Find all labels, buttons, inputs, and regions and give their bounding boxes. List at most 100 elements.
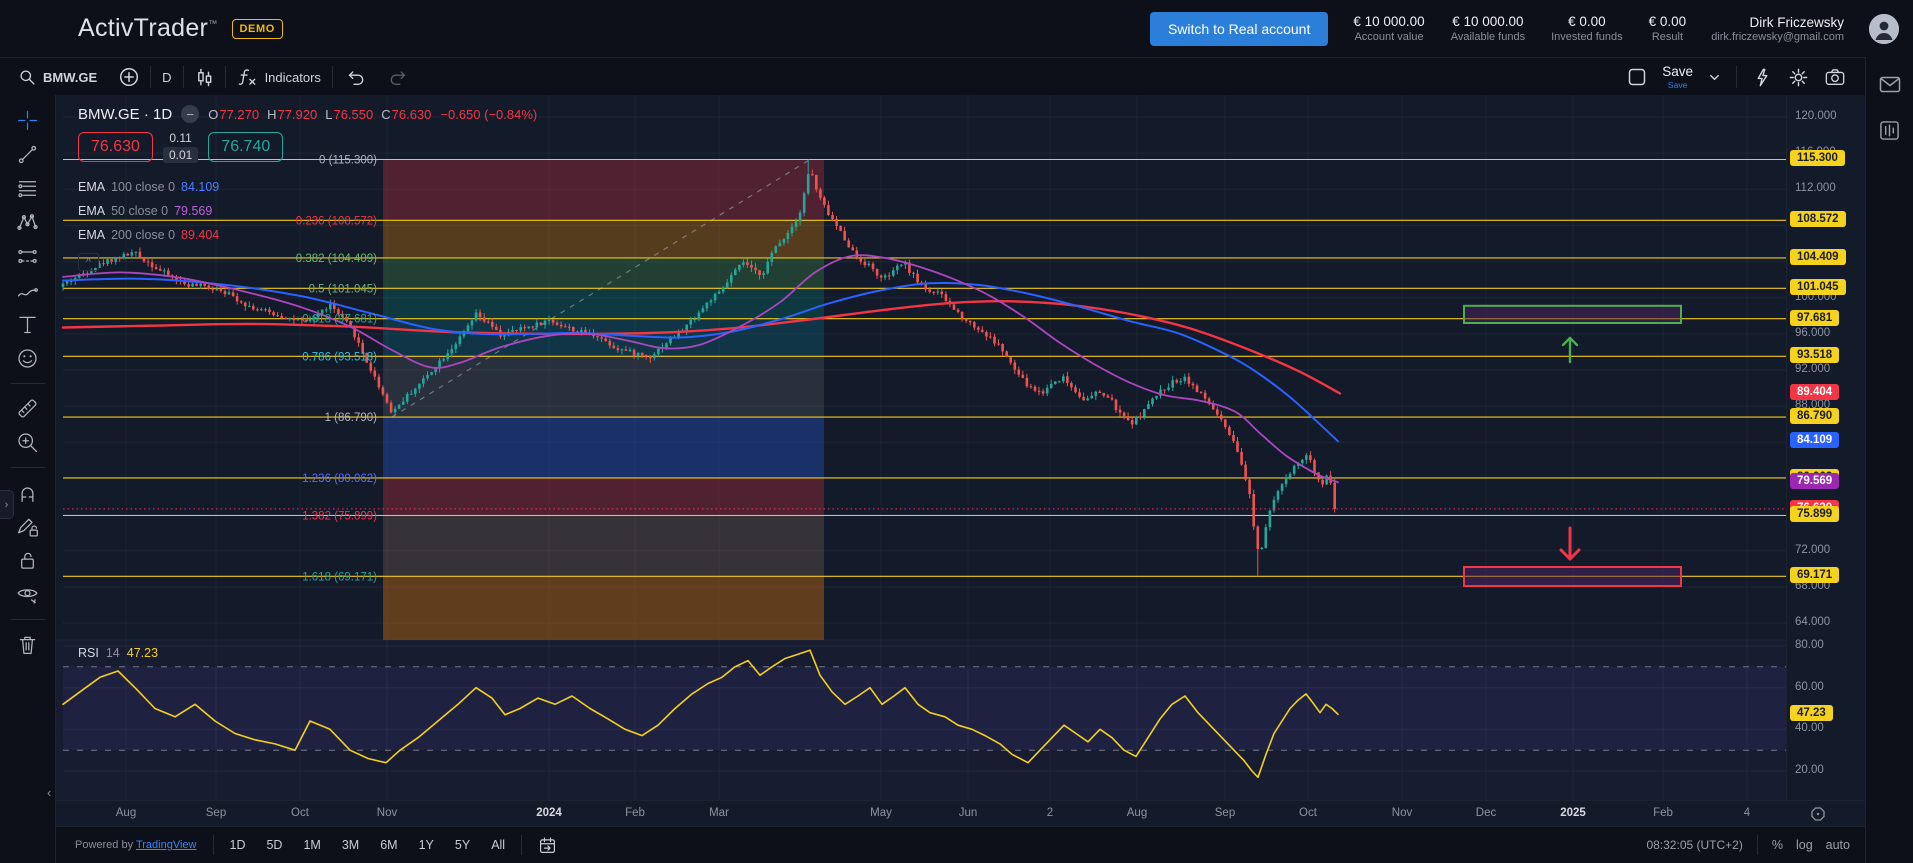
quote-widget: 76.630 0.11 0.01 76.740 xyxy=(78,131,537,163)
chart-legend: BMW.GE · 1D − O77.270 H77.920 L76.550 C76.6… xyxy=(78,105,537,271)
tool-hide-drawings-button[interactable] xyxy=(10,579,46,610)
tool-xabcd-pattern-button[interactable] xyxy=(10,207,46,238)
account-stat: € 0.00 Result xyxy=(1649,14,1687,43)
compare-add-button[interactable] xyxy=(108,67,150,87)
chart-type-button[interactable] xyxy=(184,67,225,88)
spread-top: 0.11 xyxy=(169,131,192,145)
demand-zone-box[interactable] xyxy=(1463,566,1682,587)
tool-forecast-button[interactable] xyxy=(10,241,46,272)
price-badge-84.109[interactable]: 84.109 xyxy=(1790,432,1840,448)
time-label-Feb: Feb xyxy=(625,807,645,819)
range-button-6m[interactable]: 6M xyxy=(380,838,398,852)
tool-ruler-button[interactable] xyxy=(10,393,46,424)
tool-lock-button[interactable] xyxy=(10,545,46,576)
time-axis[interactable]: Aug Sep Oct Nov 2024 Feb Mar May Jun 2 Aug Sep Oct No… xyxy=(55,800,1866,827)
tradingview-link[interactable]: TradingView xyxy=(135,839,197,851)
stat-label: Invested funds xyxy=(1551,31,1623,43)
tool-drawing-lock-button[interactable] xyxy=(10,511,46,542)
ema-line-ema-100[interactable] xyxy=(62,277,1339,443)
person-icon xyxy=(1869,13,1899,44)
price-badge-108.572[interactable]: 108.572 xyxy=(1790,211,1846,227)
rsi-line[interactable] xyxy=(62,649,1339,779)
account-stat: € 10 000.00 Available funds xyxy=(1451,14,1525,43)
chart-area[interactable]: 0 (115.300) 0.236 (108.572) 0.382 (104.409… xyxy=(55,95,1866,863)
price-badge-104.409[interactable]: 104.409 xyxy=(1790,249,1846,265)
tool-emoji-button[interactable] xyxy=(10,343,46,374)
ema-line-ema-50[interactable] xyxy=(62,254,1339,484)
save-layout-button[interactable]: Save Save xyxy=(1662,65,1693,89)
market-panel-button[interactable] xyxy=(1879,120,1900,141)
range-button-1m[interactable]: 1M xyxy=(303,838,321,852)
timeframe-label: D xyxy=(162,69,172,85)
scale-button-auto[interactable]: auto xyxy=(1825,838,1850,852)
collapse-legend-button[interactable]: − xyxy=(181,105,200,123)
range-button-all[interactable]: All xyxy=(491,838,506,852)
price-badge-69.171[interactable]: 69.171 xyxy=(1790,567,1840,583)
range-button-5d[interactable]: 5D xyxy=(266,838,283,852)
price-axis[interactable]: 120.000116.000112.000108.000100.00096.00… xyxy=(1786,95,1867,800)
tool-crosshair-button[interactable] xyxy=(10,105,46,136)
down-arrow[interactable] xyxy=(1559,526,1581,561)
range-button-5y[interactable]: 5Y xyxy=(454,838,471,852)
layout-select-button[interactable] xyxy=(1627,67,1647,87)
tool-brush-button[interactable] xyxy=(10,275,46,306)
fib-label: 0.236 (108.572) xyxy=(296,215,377,227)
chart-canvas[interactable]: 0 (115.300) 0.236 (108.572) 0.382 (104.409… xyxy=(55,95,1786,800)
price-label-92.000: 92.000 xyxy=(1795,363,1831,375)
indicators-button[interactable]: Indicators xyxy=(226,67,332,87)
redo-button[interactable] xyxy=(377,67,421,87)
gear-octagon-icon xyxy=(1811,807,1825,821)
range-button-3m[interactable]: 3M xyxy=(341,838,360,852)
sidebar-divider xyxy=(10,383,45,384)
buy-button[interactable]: 76.740 xyxy=(208,132,284,162)
sidebar-divider xyxy=(10,619,45,620)
undo-button[interactable] xyxy=(333,67,377,87)
price-badge-115.300[interactable]: 115.300 xyxy=(1790,150,1845,166)
symbol-search[interactable]: BMW.GE xyxy=(8,69,108,86)
tool-remove-drawings-button[interactable] xyxy=(10,629,46,660)
supply-zone-box[interactable] xyxy=(1463,304,1682,324)
ema-name: EMA xyxy=(78,228,106,242)
timeframe-button[interactable]: D xyxy=(151,70,182,85)
ema-params: 50 close 0 xyxy=(111,204,169,218)
tool-text-button[interactable] xyxy=(10,309,46,340)
scale-buttons: % log auto xyxy=(1772,838,1850,852)
tool-fib-retracement-button[interactable] xyxy=(10,173,46,204)
time-label-Sep: Sep xyxy=(205,807,227,819)
price-badge-47.23[interactable]: 47.23 xyxy=(1790,705,1833,721)
mail-button[interactable] xyxy=(1879,75,1901,94)
tool-zoom-in-button[interactable] xyxy=(10,427,46,458)
scale-button-%[interactable]: % xyxy=(1771,838,1783,852)
collapse-indicators-button[interactable]: ^ xyxy=(78,253,99,271)
price-badge-101.045[interactable]: 101.045 xyxy=(1790,279,1846,295)
avatar[interactable] xyxy=(1869,13,1899,44)
price-badge-89.404[interactable]: 89.404 xyxy=(1790,384,1840,400)
change-value: −0.650 (−0.84%) xyxy=(440,106,538,122)
toolbar-divider xyxy=(224,66,226,88)
price-badge-93.518[interactable]: 93.518 xyxy=(1790,347,1840,363)
up-arrow[interactable] xyxy=(1561,336,1579,364)
ema-line-ema-200[interactable] xyxy=(61,300,1342,395)
alert-button[interactable] xyxy=(1752,67,1773,88)
price-badge-79.569[interactable]: 79.569 xyxy=(1790,473,1840,489)
range-button-1y[interactable]: 1Y xyxy=(418,838,434,852)
tool-trend-line-button[interactable] xyxy=(10,139,46,170)
snapshot-button[interactable] xyxy=(1824,67,1846,87)
chart-settings-button[interactable] xyxy=(1788,67,1809,88)
expand-watchlist-handle[interactable]: › xyxy=(0,490,14,519)
sell-button[interactable]: 76.630 xyxy=(78,132,153,162)
axis-settings-button[interactable] xyxy=(1810,806,1826,822)
bottom-bar-right: 08:32:05 (UTC+2) % log auto xyxy=(1646,835,1866,855)
price-badge-86.790[interactable]: 86.790 xyxy=(1790,408,1840,424)
save-dropdown-button[interactable] xyxy=(1708,71,1721,84)
price-badge-97.681[interactable]: 97.681 xyxy=(1790,310,1840,326)
go-to-date-button[interactable] xyxy=(538,836,557,855)
time-label-Feb: Feb xyxy=(1653,807,1673,819)
tool-magnet-button[interactable] xyxy=(10,477,46,508)
switch-to-real-account-button[interactable]: Switch to Real account xyxy=(1149,11,1329,46)
price-badge-75.899[interactable]: 75.899 xyxy=(1790,506,1840,522)
collapse-pane-handle[interactable]: ‹ xyxy=(47,785,52,800)
range-button-1d[interactable]: 1D xyxy=(229,838,246,852)
header-right: Switch to Real account € 10 000.00 Accoun… xyxy=(1149,11,1913,46)
scale-button-log[interactable]: log xyxy=(1795,838,1813,852)
